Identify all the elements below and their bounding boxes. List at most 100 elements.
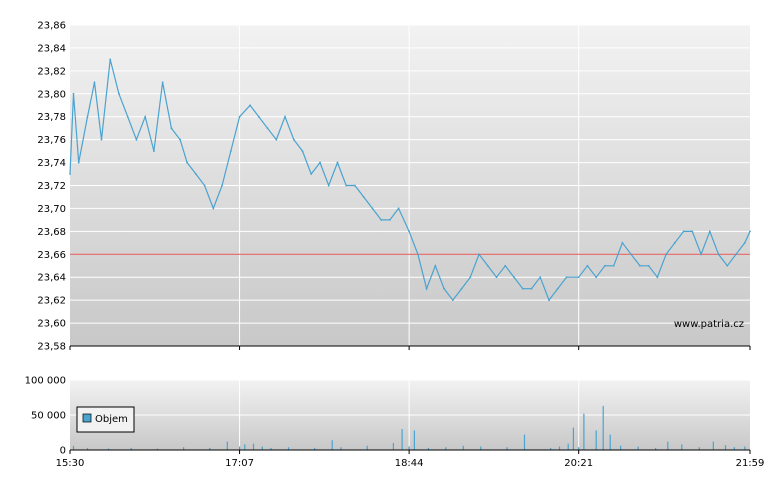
- price-point: [656, 276, 659, 279]
- price-point: [388, 218, 391, 221]
- volume-bar: [314, 447, 316, 450]
- price-point: [380, 218, 383, 221]
- price-point: [310, 173, 313, 175]
- price-point: [194, 173, 197, 175]
- price-point: [144, 115, 147, 118]
- volume-bar: [252, 443, 255, 450]
- price-point: [726, 264, 729, 267]
- price-y-tick-label: 23,78: [37, 112, 66, 123]
- price-point: [478, 253, 480, 256]
- price-y-tick-label: 23,66: [37, 250, 66, 261]
- price-point: [203, 184, 206, 187]
- volume-bar: [567, 443, 569, 450]
- price-point: [513, 276, 515, 279]
- volume-horizontal-grid: [70, 379, 750, 416]
- price-point: [397, 207, 400, 210]
- price-point: [565, 276, 568, 279]
- price-y-tick-label: 23,74: [37, 158, 66, 169]
- volume-panel: Objem 0 50 000 100 000 15:30 17:07 18:44 20:2…: [25, 376, 765, 470]
- price-point: [539, 276, 542, 279]
- volume-bar: [712, 441, 714, 450]
- price-point: [708, 230, 711, 233]
- price-point: [336, 161, 339, 164]
- price-y-tick-label: 23,62: [37, 296, 66, 307]
- price-points: [69, 58, 751, 302]
- price-point: [460, 287, 463, 290]
- price-point: [221, 184, 223, 187]
- legend-label: Objem: [95, 414, 128, 425]
- price-point: [665, 253, 667, 256]
- volume-y-tick-label: 100 000: [25, 376, 66, 387]
- volume-bar: [331, 440, 333, 450]
- volume-bar: [602, 405, 604, 450]
- volume-y-tick-label: 0: [60, 446, 66, 457]
- price-point: [179, 138, 182, 141]
- volume-bar: [609, 434, 611, 450]
- price-point: [161, 81, 164, 84]
- price-point: [69, 173, 71, 175]
- price-y-tick-label: 23,72: [37, 181, 66, 192]
- time-tick-label: 20:21: [564, 458, 593, 469]
- volume-bar: [244, 444, 246, 450]
- volume-bar: [156, 448, 158, 450]
- volume-bar: [270, 447, 272, 450]
- volume-bar: [427, 447, 429, 450]
- price-point: [153, 150, 155, 153]
- volume-bar: [107, 448, 110, 450]
- volume-bar: [413, 430, 415, 450]
- volume-bar: [261, 446, 263, 450]
- price-y-tick-label: 23,70: [37, 204, 66, 215]
- price-point: [717, 253, 720, 256]
- price-point: [604, 264, 606, 267]
- price-point: [521, 287, 524, 290]
- volume-bar: [572, 427, 574, 450]
- volume-bar: [523, 434, 526, 450]
- price-point: [319, 161, 321, 164]
- price-point: [345, 184, 348, 187]
- volume-bar: [392, 443, 394, 450]
- price-point: [469, 276, 472, 279]
- price-point: [621, 241, 624, 244]
- volume-bar: [698, 447, 700, 450]
- price-y-tick-label: 23,84: [37, 43, 66, 54]
- legend-swatch: [82, 413, 92, 423]
- price-point: [135, 138, 138, 141]
- price-point: [86, 115, 89, 118]
- price-point: [638, 264, 641, 267]
- price-x-ticks: [69, 346, 751, 350]
- price-point: [700, 253, 702, 256]
- price-y-tick-label: 23,82: [37, 66, 66, 77]
- price-point: [612, 264, 615, 267]
- volume-bar: [287, 447, 290, 450]
- price-y-tick-label: 23,80: [37, 89, 66, 100]
- price-point: [284, 115, 286, 118]
- volume-bar: [401, 429, 403, 450]
- volume-bar: [578, 447, 580, 450]
- volume-bar: [226, 441, 228, 450]
- volume-bar: [595, 430, 597, 450]
- volume-bar: [733, 447, 735, 450]
- price-point: [673, 241, 676, 244]
- price-point: [72, 92, 75, 95]
- time-tick-label: 15:30: [56, 458, 85, 469]
- price-point: [647, 264, 650, 267]
- price-point: [275, 138, 278, 141]
- volume-bar: [408, 446, 410, 450]
- volume-bar: [506, 447, 508, 450]
- price-point: [362, 196, 365, 198]
- volume-bar: [480, 446, 482, 450]
- volume-bar: [744, 446, 746, 450]
- price-point: [327, 184, 330, 187]
- price-horizontal-grid: [70, 24, 750, 324]
- price-y-tick-label: 23,76: [37, 135, 66, 146]
- price-point: [238, 115, 241, 118]
- price-point: [118, 92, 120, 95]
- price-point: [186, 161, 189, 164]
- price-point: [577, 276, 580, 279]
- volume-bar: [681, 444, 683, 450]
- price-point: [735, 253, 737, 256]
- volume-legend: Objem: [76, 406, 135, 433]
- volume-bar: [183, 447, 185, 450]
- volume-bar: [724, 445, 727, 450]
